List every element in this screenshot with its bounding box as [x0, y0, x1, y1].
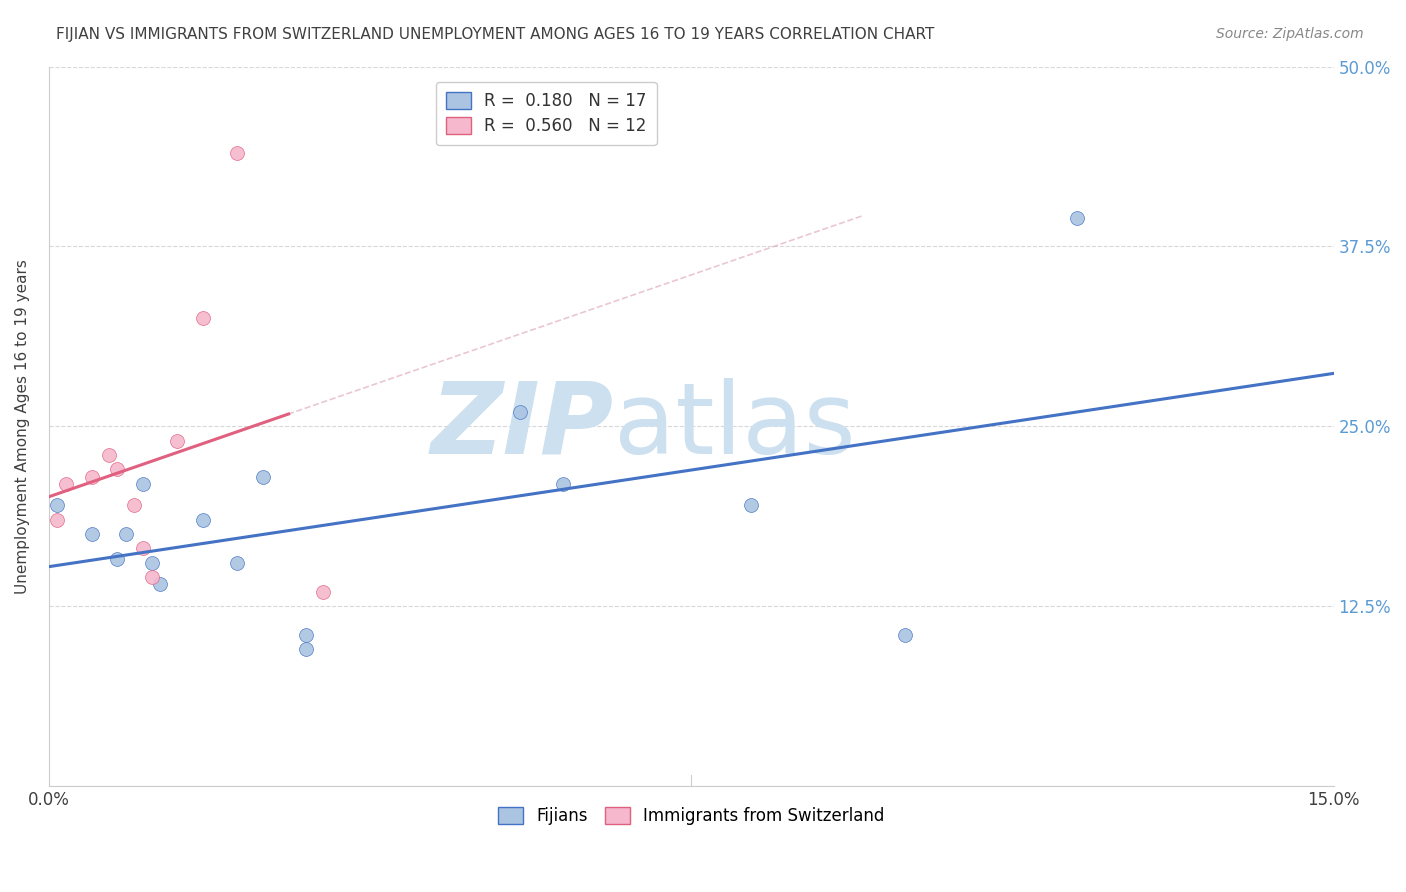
Point — [132, 476, 155, 491]
Point — [124, 498, 146, 512]
Point — [105, 551, 128, 566]
Point — [97, 448, 120, 462]
Point — [226, 556, 249, 570]
Point — [46, 498, 69, 512]
Y-axis label: Unemployment Among Ages 16 to 19 years: Unemployment Among Ages 16 to 19 years — [15, 259, 30, 594]
Point — [166, 434, 188, 448]
Point — [114, 527, 136, 541]
Point — [191, 513, 214, 527]
Point — [312, 584, 335, 599]
Point — [252, 469, 274, 483]
Point — [141, 570, 163, 584]
Point — [149, 577, 172, 591]
Point — [1066, 211, 1088, 225]
Point — [509, 405, 531, 419]
Point — [141, 556, 163, 570]
Legend: Fijians, Immigrants from Switzerland: Fijians, Immigrants from Switzerland — [488, 797, 894, 835]
Point — [294, 642, 316, 657]
Point — [46, 513, 69, 527]
Text: atlas: atlas — [614, 377, 856, 475]
Point — [80, 469, 103, 483]
Point — [294, 628, 316, 642]
Point — [551, 476, 574, 491]
Text: Source: ZipAtlas.com: Source: ZipAtlas.com — [1216, 27, 1364, 41]
Point — [191, 311, 214, 326]
Point — [55, 476, 77, 491]
Text: FIJIAN VS IMMIGRANTS FROM SWITZERLAND UNEMPLOYMENT AMONG AGES 16 TO 19 YEARS COR: FIJIAN VS IMMIGRANTS FROM SWITZERLAND UN… — [56, 27, 935, 42]
Point — [740, 498, 762, 512]
Text: ZIP: ZIP — [432, 377, 614, 475]
Point — [894, 628, 917, 642]
Point — [80, 527, 103, 541]
Point — [105, 462, 128, 476]
Point — [132, 541, 155, 556]
Point — [226, 145, 249, 160]
